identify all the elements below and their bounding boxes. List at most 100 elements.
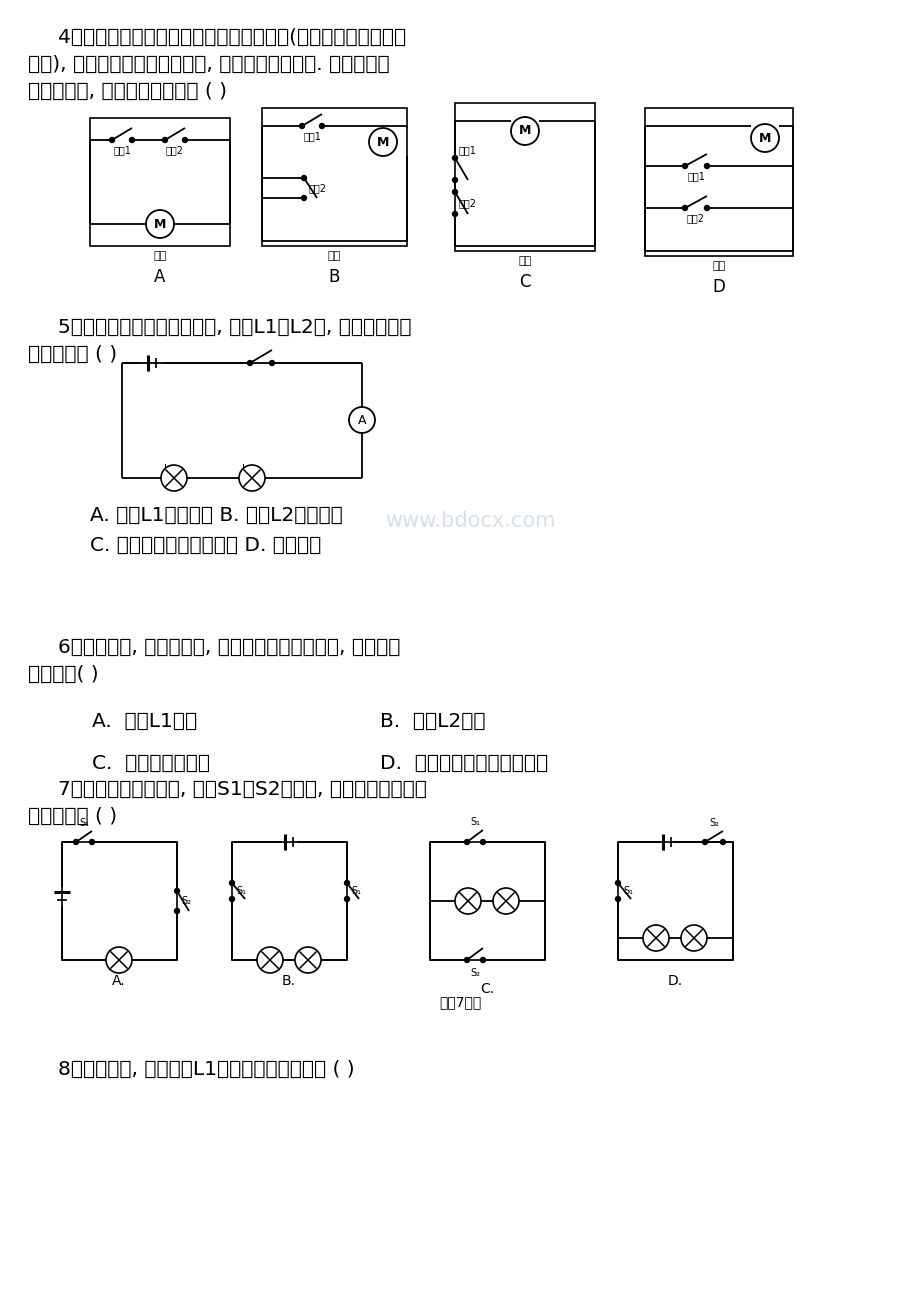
Circle shape bbox=[750, 124, 778, 152]
Circle shape bbox=[247, 361, 252, 366]
Text: A. 通过L1的电流大 B. 通过L2的电流大: A. 通过L1的电流大 B. 通过L2的电流大 bbox=[90, 506, 343, 525]
Text: 钥匙1: 钥匙1 bbox=[459, 145, 476, 155]
Text: 钥匙1: 钥匙1 bbox=[686, 171, 704, 181]
Bar bbox=[618, 842, 732, 960]
Circle shape bbox=[615, 897, 619, 901]
Circle shape bbox=[510, 117, 539, 145]
Circle shape bbox=[301, 176, 306, 181]
Circle shape bbox=[615, 880, 619, 885]
Text: （第7题）: （第7题） bbox=[438, 995, 481, 1009]
Bar bbox=[262, 108, 406, 246]
Circle shape bbox=[680, 924, 706, 950]
Text: S₂: S₂ bbox=[181, 896, 191, 906]
Text: 钥匙2: 钥匙2 bbox=[459, 198, 476, 208]
Text: M: M bbox=[153, 217, 166, 230]
Circle shape bbox=[295, 947, 321, 973]
Circle shape bbox=[163, 138, 167, 142]
Text: M: M bbox=[518, 125, 530, 138]
Bar bbox=[455, 103, 595, 251]
Circle shape bbox=[682, 164, 686, 168]
Circle shape bbox=[239, 465, 265, 491]
Circle shape bbox=[455, 888, 481, 914]
Circle shape bbox=[704, 206, 709, 211]
Text: S₁: S₁ bbox=[236, 885, 245, 896]
Circle shape bbox=[452, 190, 457, 194]
Circle shape bbox=[452, 211, 457, 216]
Text: L₂: L₂ bbox=[242, 464, 252, 474]
Circle shape bbox=[300, 124, 304, 129]
Text: 8．如图所示, 能测出灯L1两端电压的电路图是 ( ): 8．如图所示, 能测出灯L1两端电压的电路图是 ( ) bbox=[58, 1060, 354, 1079]
Circle shape bbox=[175, 909, 179, 914]
Circle shape bbox=[704, 164, 709, 168]
Bar bbox=[429, 842, 544, 960]
Circle shape bbox=[642, 924, 668, 950]
Circle shape bbox=[175, 888, 179, 893]
Circle shape bbox=[369, 128, 397, 156]
Text: S₂: S₂ bbox=[470, 967, 480, 978]
Text: M: M bbox=[377, 135, 389, 148]
Text: www.bdocx.com: www.bdocx.com bbox=[384, 510, 554, 531]
Circle shape bbox=[229, 897, 234, 901]
Circle shape bbox=[702, 840, 707, 845]
Circle shape bbox=[109, 138, 114, 142]
Text: 5．两个灯泡串联接在电源上, 发现L1比L2亮, 那么下列说法: 5．两个灯泡串联接在电源上, 发现L1比L2亮, 那么下列说法 bbox=[58, 318, 411, 337]
Text: 钥匙2: 钥匙2 bbox=[165, 145, 184, 155]
Circle shape bbox=[106, 947, 131, 973]
Circle shape bbox=[452, 177, 457, 182]
Text: A: A bbox=[154, 268, 165, 286]
Text: S₂: S₂ bbox=[709, 818, 719, 828]
Text: A.: A. bbox=[112, 974, 126, 988]
Bar bbox=[62, 842, 176, 960]
Circle shape bbox=[480, 957, 485, 962]
Circle shape bbox=[256, 947, 283, 973]
Text: 各控制电路, 符合上述要求的是 ( ): 各控制电路, 符合上述要求的是 ( ) bbox=[28, 82, 227, 102]
Circle shape bbox=[89, 840, 95, 845]
Text: B: B bbox=[328, 268, 339, 286]
Text: M: M bbox=[758, 132, 770, 145]
Circle shape bbox=[269, 361, 274, 366]
Text: D.: D. bbox=[666, 974, 682, 988]
Circle shape bbox=[348, 408, 375, 434]
Circle shape bbox=[301, 195, 306, 201]
Circle shape bbox=[452, 155, 457, 160]
Circle shape bbox=[480, 840, 485, 845]
Text: C.  有一只灯泡坏了: C. 有一只灯泡坏了 bbox=[92, 754, 210, 773]
Text: 开关), 分别由两名工作人员保管, 单把钥匙无法打开. 如图所示的: 开关), 分别由两名工作人员保管, 单把钥匙无法打开. 如图所示的 bbox=[28, 55, 390, 74]
Bar bbox=[90, 118, 230, 246]
Circle shape bbox=[493, 888, 518, 914]
Text: 电源: 电源 bbox=[327, 251, 340, 260]
Circle shape bbox=[229, 880, 234, 885]
Text: S₁: S₁ bbox=[470, 816, 480, 827]
Text: 中正确的是 ( ): 中正确的是 ( ) bbox=[28, 345, 117, 365]
Text: S₁: S₁ bbox=[622, 885, 632, 896]
Circle shape bbox=[464, 840, 469, 845]
Text: 电源: 电源 bbox=[517, 256, 531, 266]
Text: D.  电流表正负接线柱接反了: D. 电流表正负接线柱接反了 bbox=[380, 754, 548, 773]
Text: C: C bbox=[518, 273, 530, 292]
Circle shape bbox=[161, 465, 187, 491]
Circle shape bbox=[344, 897, 349, 901]
Text: B.  电灯L2短路: B. 电灯L2短路 bbox=[380, 712, 485, 730]
Text: A: A bbox=[357, 414, 366, 427]
Circle shape bbox=[146, 210, 174, 238]
Text: 电源: 电源 bbox=[153, 251, 166, 260]
Text: 电源: 电源 bbox=[711, 260, 725, 271]
Text: C.: C. bbox=[480, 982, 494, 996]
Text: D: D bbox=[712, 279, 725, 296]
Text: L₁: L₁ bbox=[164, 464, 174, 474]
Circle shape bbox=[74, 840, 78, 845]
Circle shape bbox=[130, 138, 134, 142]
Text: 7．如图所示的各电路, 开关S1、S2闭合后, 两只小灯泡都能正: 7．如图所示的各电路, 开关S1、S2闭合后, 两只小灯泡都能正 bbox=[58, 780, 426, 799]
Text: A.  电灯L1短路: A. 电灯L1短路 bbox=[92, 712, 197, 730]
Text: 钥匙2: 钥匙2 bbox=[686, 214, 704, 223]
Circle shape bbox=[344, 880, 349, 885]
Text: 钥匙1: 钥匙1 bbox=[113, 145, 130, 155]
Text: 钥匙1: 钥匙1 bbox=[302, 132, 321, 141]
Circle shape bbox=[682, 206, 686, 211]
Text: S₁: S₁ bbox=[351, 885, 360, 896]
Text: 6．如图所示, 闭合开关后, 发现电流表的指针不动, 可能出现: 6．如图所示, 闭合开关后, 发现电流表的指针不动, 可能出现 bbox=[58, 638, 400, 658]
Text: 常发光的是 ( ): 常发光的是 ( ) bbox=[28, 807, 117, 825]
Circle shape bbox=[464, 957, 469, 962]
Circle shape bbox=[182, 138, 187, 142]
Text: S₁: S₁ bbox=[79, 818, 89, 828]
